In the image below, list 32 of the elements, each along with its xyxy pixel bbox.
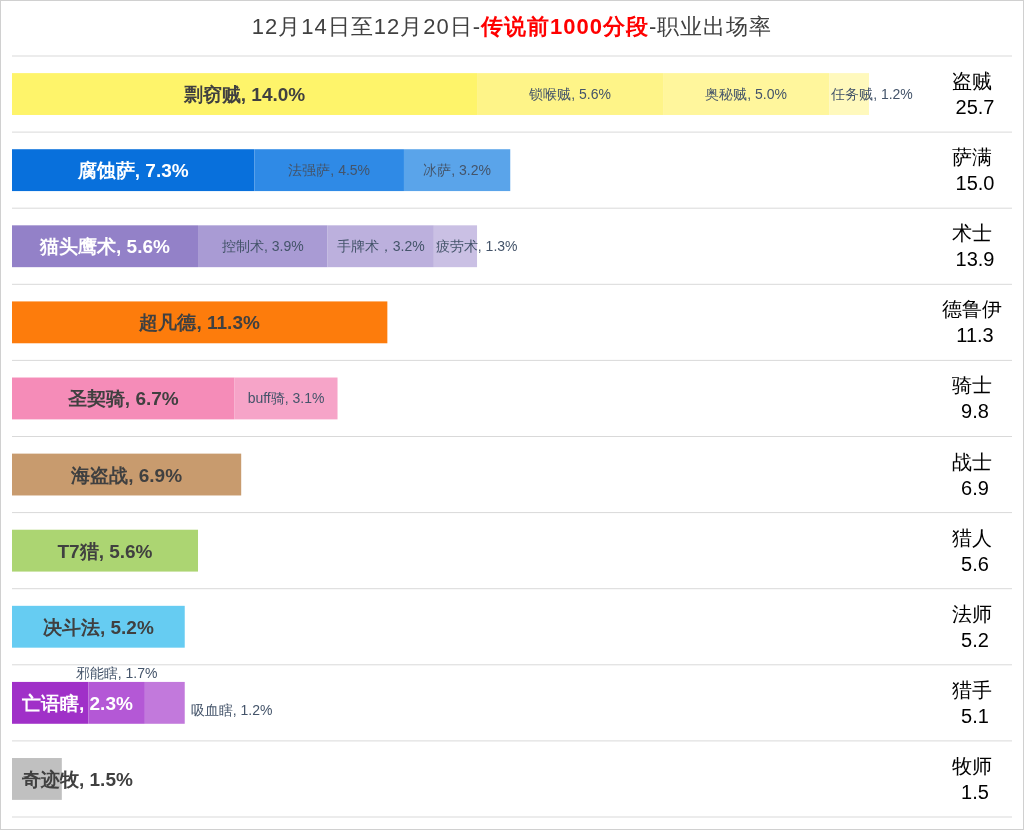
- y-tick-label: 德鲁伊 11.3: [942, 298, 1008, 347]
- data-label: 吸血瞎, 1.2%: [190, 701, 273, 718]
- data-label: 圣契骑, 6.7%: [66, 388, 179, 410]
- data-label: 腐蚀萨, 7.3%: [76, 160, 189, 182]
- data-label: 超凡德, 11.3%: [138, 312, 260, 334]
- data-label: 任务贼, 1.2%: [830, 86, 913, 103]
- y-tick-label: 猎手 5.1: [952, 678, 998, 727]
- data-label: T7猎, 5.6%: [57, 540, 153, 562]
- data-label: 猫头鹰术, 5.6%: [39, 236, 171, 258]
- y-tick-label: 盗贼 25.7: [952, 70, 998, 118]
- y-tick-label: 猎人 5.6: [952, 526, 998, 575]
- data-label: 剽窃贼, 14.0%: [182, 84, 306, 106]
- y-tick-label: 战士 6.9: [952, 450, 998, 499]
- y-tick-label: 萨满 15.0: [952, 146, 998, 195]
- data-label: buff骑, 3.1%: [247, 390, 325, 407]
- data-label: 奇迹牧, 1.5%: [21, 768, 133, 790]
- data-label: 锁喉贼, 5.6%: [528, 86, 611, 103]
- y-tick-label: 骑士 9.8: [952, 374, 998, 423]
- data-label: 奥秘贼, 5.0%: [705, 86, 787, 103]
- data-label: 亡语瞎, 2.3%: [21, 692, 133, 714]
- data-label: 法强萨, 4.5%: [288, 162, 371, 179]
- data-label: 决斗法, 5.2%: [42, 616, 154, 638]
- y-tick-label: 术士 13.9: [952, 222, 998, 271]
- data-label: 疲劳术, 1.3%: [435, 238, 518, 255]
- title: 12月14日至12月20日-传说前1000分段-职业出场率: [251, 14, 773, 39]
- y-tick-label: 牧师 1.5: [952, 754, 998, 803]
- data-label: 手牌术，3.2%: [336, 238, 425, 255]
- y-tick-label: 法师 5.2: [952, 602, 998, 651]
- data-label: 邪能瞎, 1.7%: [75, 664, 158, 681]
- data-label: 冰萨, 3.2%: [423, 162, 491, 179]
- data-label: 控制术, 3.9%: [221, 238, 304, 255]
- data-label: 海盗战, 6.9%: [70, 464, 183, 486]
